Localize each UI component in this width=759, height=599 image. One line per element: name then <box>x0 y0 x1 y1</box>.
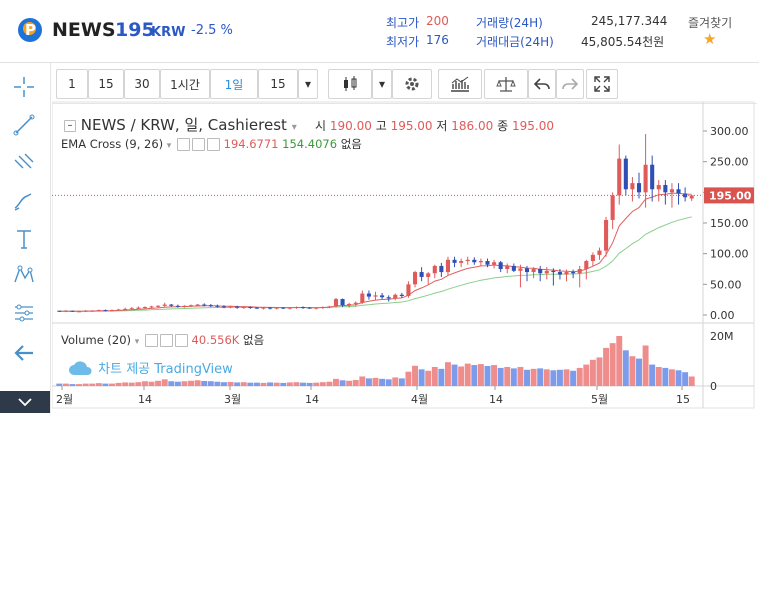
chevron-down-icon[interactable]: ▾ <box>291 122 297 133</box>
amount-label: 거래대금(24H) <box>476 35 554 49</box>
watermark-text: 차트 제공 TradingView <box>98 362 233 377</box>
low-label: 최저가 <box>386 35 420 49</box>
interval-30-button[interactable]: 30 <box>124 69 160 99</box>
amount-value: 45,805.54천원 <box>581 35 665 49</box>
drawing-toolbar <box>0 63 51 413</box>
chevron-down-icon[interactable]: ▾ <box>166 141 172 151</box>
volume-value: 245,177.344 <box>591 14 668 28</box>
collapse-tools-button[interactable] <box>0 391 50 413</box>
chart-legend: – NEWS / KRW, 일, Cashierest ▾ <box>62 114 297 135</box>
coin-name: NEWS <box>52 19 116 41</box>
ohlc-readout: 시 190.00 고 195.00 저 186.00 종 195.00 <box>315 119 554 133</box>
current-price: 195 <box>115 19 155 41</box>
volume-name: Volume (20) <box>61 333 132 347</box>
low-value: 176 <box>426 33 449 47</box>
price-change: -2.5 % <box>191 23 233 38</box>
price-currency: KRW <box>151 25 186 40</box>
coin-header: P NEWS 195 KRW -2.5 % 최고가 200 최저가 176 거래… <box>0 0 759 62</box>
measure-icon[interactable] <box>10 299 38 327</box>
exchange-logo-icon: P <box>18 18 42 42</box>
close-icon[interactable] <box>206 138 220 151</box>
interval-15-button[interactable]: 15 <box>88 69 124 99</box>
eye-icon[interactable] <box>176 138 190 151</box>
chevron-down-icon[interactable]: ▾ <box>372 69 392 99</box>
crosshair-icon[interactable] <box>10 73 38 101</box>
brush-icon[interactable] <box>10 187 38 215</box>
compare-scale-icon[interactable] <box>484 69 528 99</box>
fibonacci-icon[interactable] <box>10 149 38 177</box>
symbol-title: NEWS / KRW, 일, Cashierest <box>80 116 287 134</box>
ema-indicator-legend: EMA Cross (9, 26) ▾ 194.6771 154.4076 없음 <box>61 136 362 152</box>
cloud-icon <box>68 359 94 381</box>
candle-type-icon[interactable] <box>328 69 372 99</box>
chevron-down-icon[interactable]: ▾ <box>134 337 140 347</box>
trend-line-icon[interactable] <box>10 111 38 139</box>
high-value: 200 <box>426 14 449 28</box>
indicators-icon[interactable] <box>438 69 482 99</box>
ema-slow-value: 154.4076 <box>282 137 338 151</box>
text-tool-icon[interactable] <box>10 225 38 253</box>
collapse-legend-icon[interactable]: – <box>64 119 76 132</box>
interval-select[interactable]: 15 <box>258 69 298 99</box>
chart-toolbar: 1 15 30 1시간 1일 15 ▾ ▾ <box>52 65 757 104</box>
settings-gear-icon[interactable] <box>392 69 432 99</box>
undo-icon[interactable] <box>528 69 556 99</box>
ema-name: EMA Cross (9, 26) <box>61 137 164 151</box>
redo-icon[interactable] <box>556 69 584 99</box>
interval-1h-button[interactable]: 1시간 <box>160 69 210 99</box>
volume-label: 거래량(24H) <box>476 16 543 30</box>
arrow-left-icon[interactable] <box>10 339 38 367</box>
close-icon[interactable] <box>174 334 188 347</box>
interval-1d-button[interactable]: 1일 <box>210 69 258 99</box>
eye-icon[interactable] <box>144 334 158 347</box>
favorite-label[interactable]: 즐겨찾기 <box>688 16 733 30</box>
star-icon[interactable]: ★ <box>703 30 717 48</box>
interval-1-button[interactable]: 1 <box>56 69 88 99</box>
volume-value: 40.556K <box>191 333 240 347</box>
fullscreen-icon[interactable] <box>586 69 618 99</box>
settings-gear-icon[interactable] <box>191 138 205 151</box>
ema-fast-value: 194.6771 <box>223 137 279 151</box>
ema-extra: 없음 <box>340 137 362 151</box>
tradingview-watermark: 차트 제공 TradingView <box>68 358 233 381</box>
volume-extra: 없음 <box>242 333 265 347</box>
volume-indicator-legend: Volume (20) ▾ 40.556K 없음 <box>61 332 264 348</box>
high-label: 최고가 <box>386 16 420 30</box>
pattern-icon[interactable] <box>10 261 38 289</box>
settings-gear-icon[interactable] <box>159 334 173 347</box>
chevron-down-icon[interactable]: ▾ <box>298 69 318 99</box>
